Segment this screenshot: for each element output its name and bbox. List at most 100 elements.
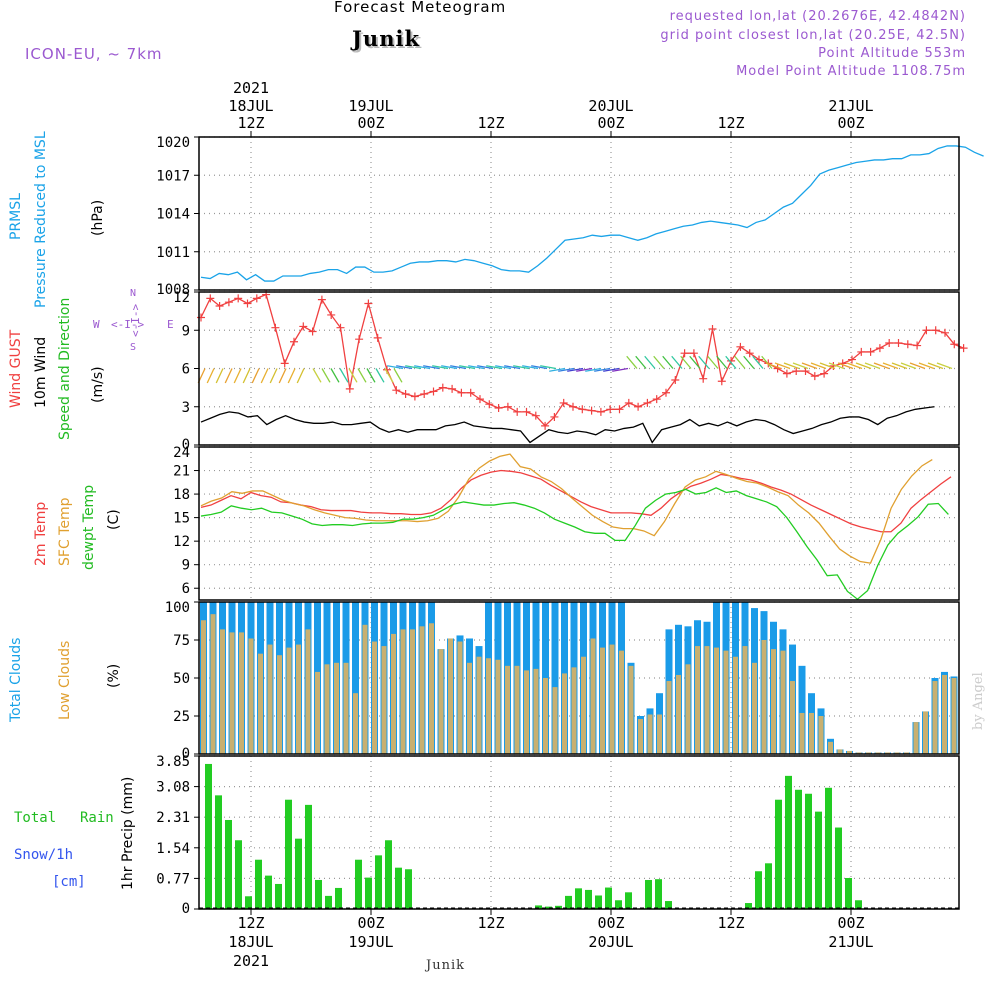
ytick-label-wind-4: 12 (173, 290, 190, 306)
low-clouds-bar (543, 678, 548, 754)
time-top-date-3: 20JUL (588, 97, 633, 115)
low-clouds-label: Low Clouds (57, 640, 73, 720)
gust-marker (513, 407, 522, 416)
time-top-hour-4: 12Z (717, 114, 744, 132)
low-clouds-bar (647, 714, 653, 754)
wind-arrow (522, 365, 539, 370)
precip-bar (595, 895, 602, 909)
low-clouds-bar (932, 681, 938, 754)
precip-bar (375, 855, 382, 909)
wind-arrow (855, 362, 872, 370)
precip-bar (235, 840, 242, 909)
low-clouds-bar (704, 646, 710, 754)
low-clouds-bar (742, 646, 748, 754)
gust-marker (271, 323, 280, 332)
ytick-label-precip-5: 3.85 (156, 754, 190, 770)
wind-arrow (761, 355, 773, 369)
low-clouds-bar (923, 711, 928, 754)
wind-arrow (233, 368, 242, 384)
wind-arrow (242, 368, 251, 384)
precip-bar (765, 863, 772, 909)
wind-arrow (339, 368, 349, 383)
gust-marker (215, 302, 224, 311)
gust-marker (634, 402, 643, 411)
time-top-hour-1: 00Z (357, 114, 384, 132)
total-clouds-bar (798, 665, 806, 754)
gust-marker (615, 405, 624, 414)
dewpt-line (200, 487, 949, 601)
precip-bar (815, 811, 822, 909)
low-clouds-bar (315, 671, 320, 754)
time-bot-date-1: 19JUL (348, 933, 393, 951)
panel-frame-precip (198, 755, 960, 910)
low-clouds-bar (666, 681, 672, 754)
low-clouds-bar (723, 650, 729, 754)
gust-marker (550, 412, 559, 421)
gust-marker (680, 349, 689, 358)
gust-marker (234, 294, 243, 303)
gust-marker (569, 402, 577, 411)
wind-arrow (486, 365, 503, 370)
wind-arrow (504, 365, 521, 370)
wind-arrow (918, 362, 935, 370)
gust-marker (894, 339, 903, 347)
snow-label: Snow/1h (14, 847, 74, 863)
wind-arrow (725, 355, 737, 369)
time-bot-date-3: 20JUL (588, 933, 633, 951)
precip-bar (225, 819, 232, 909)
precip-bar (825, 787, 832, 909)
precip-bar (255, 859, 262, 909)
wind10-label: 10m Wind (33, 336, 49, 408)
gust-marker (652, 395, 661, 404)
low-clouds-bar (343, 662, 349, 754)
gust-marker (401, 390, 410, 398)
low-clouds-bar (372, 641, 377, 754)
gust-marker (857, 347, 866, 356)
precip-bar (275, 883, 282, 909)
ytick-label-pressure-3: 1017 (156, 168, 190, 184)
wind-arrow (432, 365, 449, 370)
time-bot-hour-2: 12Z (477, 914, 504, 932)
wind-arrow (215, 368, 224, 384)
low-clouds-bar (562, 673, 567, 754)
low-clouds-bar (457, 641, 463, 754)
model-name: ICON-EU, ~ 7km (25, 45, 163, 63)
low-clouds-bar (685, 664, 691, 754)
time-top-date-1: 19JUL (348, 97, 393, 115)
low-clouds-bar (638, 719, 643, 754)
model-altitude: Model Point Altitude 1108.75m (736, 64, 966, 79)
ytick-label-wind-1: 3 (182, 400, 190, 416)
ytick-label-temp-3: 15 (173, 511, 190, 527)
precip-bar (555, 905, 562, 909)
ytick-label-precip-2: 1.54 (156, 841, 190, 857)
ytick-label-pressure-2: 1014 (156, 207, 190, 223)
precip-bar (205, 763, 212, 909)
gust-marker (336, 323, 345, 332)
wind-arrow (765, 362, 782, 370)
precip-bar (835, 827, 842, 909)
wind-arrow (495, 365, 512, 370)
gust-marker (903, 340, 912, 349)
low-clouds-bar (600, 647, 605, 754)
wind-arrow (330, 368, 340, 383)
tsfc-label: SFC Temp (57, 497, 73, 566)
ytick-label-wind-0: 0 (182, 437, 190, 453)
gust-marker (587, 406, 596, 415)
wind-arrow (450, 365, 467, 370)
wind-arrow (396, 365, 413, 370)
precip-bar (625, 892, 632, 909)
gust-marker (466, 388, 475, 397)
low-clouds-bar (799, 712, 805, 754)
low-clouds-bar (837, 749, 843, 754)
gust-marker (941, 328, 949, 337)
wind-arrow (900, 362, 917, 370)
precip-bar (295, 838, 302, 909)
wind-arrow (251, 368, 260, 384)
low-clouds-bar (657, 714, 662, 754)
precip-bar (805, 793, 812, 909)
low-clouds-bar (875, 752, 881, 754)
gust-marker (885, 339, 894, 347)
low-clouds-bar (552, 687, 558, 754)
gust-marker (922, 326, 931, 335)
location-name: Junik (352, 26, 420, 51)
